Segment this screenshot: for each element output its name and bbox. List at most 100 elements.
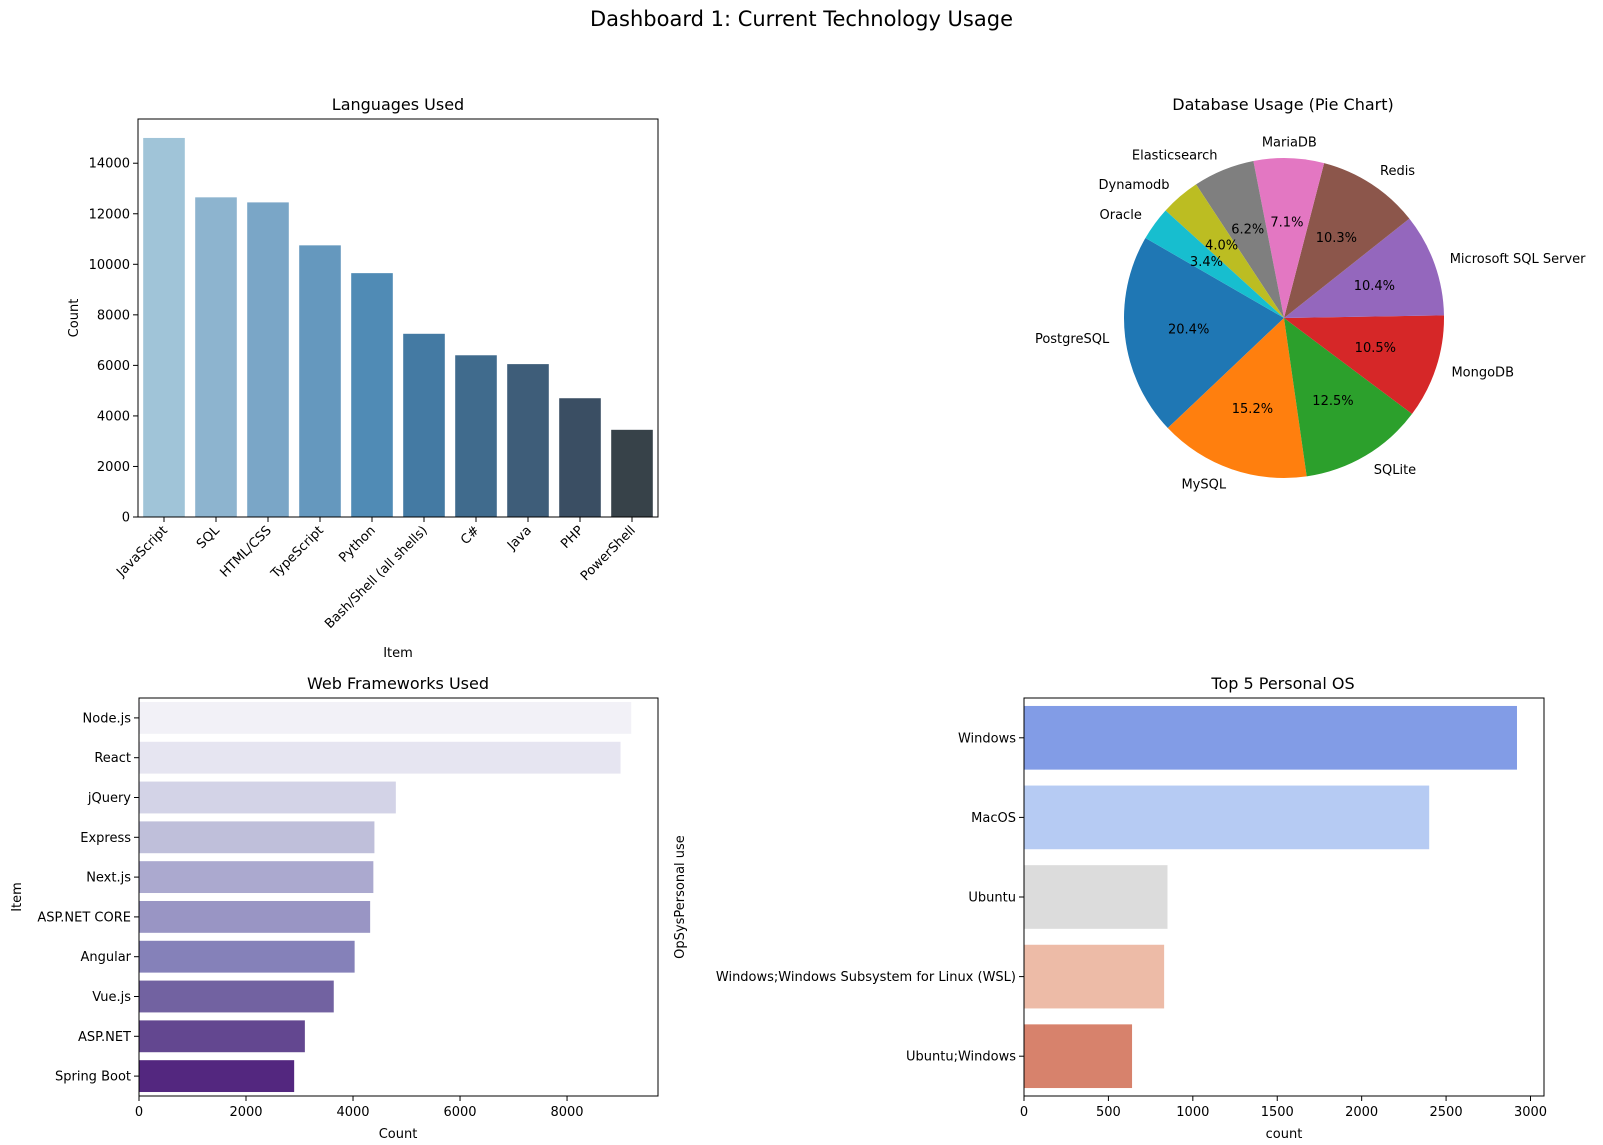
x-tick-label: TypeScript <box>268 523 327 582</box>
bar-windows <box>1024 705 1517 770</box>
slice-label: SQLite <box>1374 463 1416 478</box>
slice-percent-label: 10.4% <box>1354 279 1395 294</box>
bar-powershell <box>611 429 653 517</box>
slice-microsoft-sql-server <box>1284 218 1444 318</box>
slice-sqlite <box>1284 318 1413 477</box>
x-tick-label: Java <box>504 523 535 554</box>
dashboard-title: Dashboard 1: Current Technology Usage <box>590 7 1013 31</box>
x-tick-label: 2500 <box>1430 1105 1463 1120</box>
x-tick-label: SQL <box>194 523 223 552</box>
y-tick-label: jQuery <box>87 791 131 806</box>
slice-percent-label: 12.5% <box>1312 394 1353 409</box>
slice-percent-label: 7.1% <box>1270 216 1303 231</box>
slice-label: Redis <box>1380 164 1415 179</box>
y-tick-label: 8000 <box>97 308 130 323</box>
bar-windows-windows-subsystem-for-linux-wsl <box>1024 944 1165 1009</box>
y-tick-label: Node.js <box>83 711 132 726</box>
x-tick-label: 8000 <box>550 1105 583 1120</box>
slice-redis <box>1284 163 1410 318</box>
y-tick-label: Ubuntu;Windows <box>906 1050 1016 1065</box>
bar-ubuntu <box>1024 865 1168 929</box>
y-tick-label: 14000 <box>89 157 130 172</box>
x-tick-label: C# <box>458 523 483 548</box>
personal-os-bar-chart: Top 5 Personal OS Windows MacOS Ubuntu Wind… <box>673 674 1547 1142</box>
y-tick-label: Next.js <box>86 871 131 886</box>
slice-label: MariaDB <box>1262 136 1317 151</box>
database-chart-title: Database Usage (Pie Chart) <box>1172 95 1394 114</box>
slice-label: MongoDB <box>1451 366 1514 381</box>
os-x-axis-label: count <box>1266 1127 1303 1142</box>
y-tick-label: ASP.NET CORE <box>37 910 131 925</box>
y-tick-label: 4000 <box>97 409 130 424</box>
bar-jquery <box>139 781 396 814</box>
y-tick-label: 6000 <box>97 359 130 374</box>
y-tick-label: Express <box>80 831 131 846</box>
y-tick-label: 2000 <box>97 460 130 475</box>
y-tick-label: Vue.js <box>92 990 131 1005</box>
y-tick-label: Windows <box>958 731 1016 746</box>
y-tick-label: React <box>94 751 131 766</box>
x-tick-label: 0 <box>1020 1105 1028 1120</box>
y-tick-label: Angular <box>80 950 131 965</box>
slice-percent-label: 6.2% <box>1231 223 1264 238</box>
x-tick-label: Python <box>336 523 378 565</box>
bar-sql <box>195 197 237 518</box>
y-tick-label: Ubuntu <box>968 891 1016 906</box>
slice-mariadb <box>1253 158 1325 318</box>
bar-spring-boot <box>139 1060 295 1093</box>
slice-percent-label: 10.5% <box>1355 341 1396 356</box>
slice-percent-label: 3.4% <box>1190 255 1223 270</box>
languages-bar-chart: Languages Used JavaScript SQLHTML/CSSType… <box>67 95 659 661</box>
database-pie-chart: Database Usage (Pie Chart) 20.4% PostgreS… <box>1035 95 1586 493</box>
x-tick-label: 6000 <box>443 1105 476 1120</box>
slice-mysql <box>1167 318 1307 478</box>
bar-express <box>139 821 375 854</box>
frameworks-chart-title: Web Frameworks Used <box>307 674 489 693</box>
slice-percent-label: 4.0% <box>1205 239 1238 254</box>
slice-mongodb <box>1284 315 1444 414</box>
bar-javascript <box>143 137 185 517</box>
x-tick-label: PHP <box>558 523 587 552</box>
slice-label: Elasticsearch <box>1132 149 1218 164</box>
y-tick-label: ASP.NET <box>78 1030 131 1045</box>
os-chart-title: Top 5 Personal OS <box>1210 674 1354 693</box>
slice-label: Dynamodb <box>1099 178 1170 193</box>
slice-label: Microsoft SQL Server <box>1450 252 1586 267</box>
slice-label: Oracle <box>1100 208 1142 223</box>
bar-node-js <box>139 701 632 734</box>
x-tick-label: 3000 <box>1514 1105 1547 1120</box>
x-tick-label: HTML/CSS <box>217 523 274 580</box>
frameworks-y-axis-label: Item <box>10 882 25 912</box>
bar-bash-shell-all-shells <box>403 333 445 517</box>
x-tick-label: 2000 <box>1345 1105 1378 1120</box>
slice-label: MySQL <box>1181 478 1226 493</box>
y-tick-label: 12000 <box>89 207 130 222</box>
x-tick-label: 500 <box>1096 1105 1121 1120</box>
bar-macos <box>1024 785 1430 850</box>
bar-next-js <box>139 861 374 894</box>
x-tick-label: 2000 <box>229 1105 262 1120</box>
x-tick-label: 1000 <box>1176 1105 1209 1120</box>
languages-x-axis-label: Item <box>383 646 413 661</box>
bar-typescript <box>299 245 341 517</box>
slice-dynamodb <box>1165 184 1284 318</box>
os-plot-frame <box>1023 697 1545 1097</box>
bar-html-css <box>247 202 289 517</box>
bar-angular <box>139 940 355 973</box>
x-tick-label: 1500 <box>1261 1105 1294 1120</box>
bar-vue-js <box>139 980 334 1013</box>
slice-percent-label: 15.2% <box>1232 402 1273 417</box>
bar-asp-net <box>139 1020 305 1053</box>
slice-label: PostgreSQL <box>1035 332 1110 347</box>
x-tick-label: 4000 <box>336 1105 369 1120</box>
web-frameworks-bar-chart: Web Frameworks Used Node.js React jQuery Ex… <box>10 674 659 1142</box>
bar-c <box>455 355 497 517</box>
y-tick-label: Windows;Windows Subsystem for Linux (WSL… <box>716 970 1016 985</box>
y-tick-label: MacOS <box>971 811 1016 826</box>
slice-oracle <box>1145 210 1284 318</box>
x-tick-label: Bash/Shell (all shells) <box>322 523 431 632</box>
bar-react <box>139 741 621 774</box>
slice-percent-label: 20.4% <box>1168 323 1209 338</box>
bar-java <box>507 364 549 517</box>
